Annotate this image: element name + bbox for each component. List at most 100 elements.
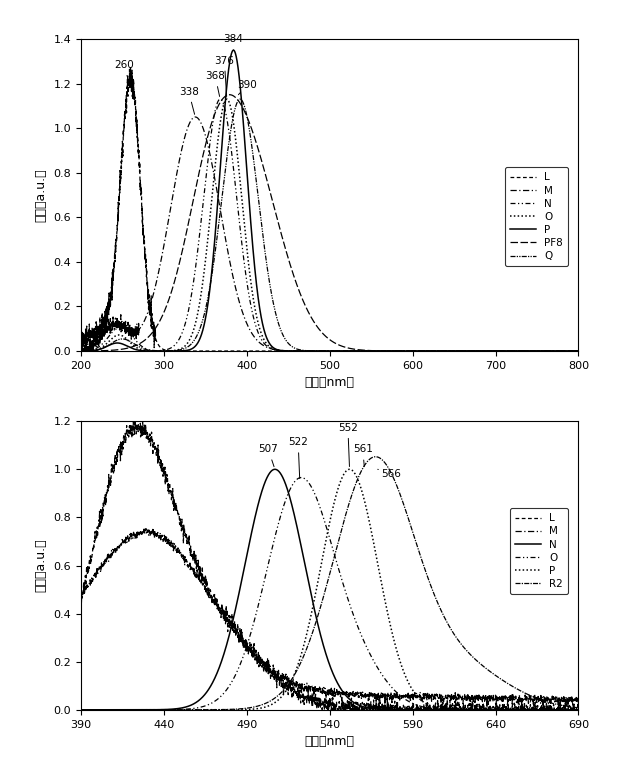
O bbox=[575, 346, 582, 356]
O bbox=[560, 705, 568, 714]
L bbox=[575, 346, 582, 356]
M bbox=[535, 346, 542, 356]
N bbox=[439, 346, 446, 356]
Q bbox=[575, 346, 582, 356]
M bbox=[561, 693, 569, 703]
Line: N: N bbox=[81, 99, 578, 351]
N bbox=[319, 640, 327, 649]
P bbox=[230, 45, 237, 55]
M bbox=[560, 346, 567, 356]
O bbox=[535, 346, 542, 356]
X-axis label: 波長（nm）: 波長（nm） bbox=[305, 735, 355, 748]
Y-axis label: 強度（a.u.）: 強度（a.u.） bbox=[35, 539, 48, 592]
Y-axis label: 強度（a.u.）: 強度（a.u.） bbox=[35, 168, 48, 222]
P bbox=[286, 346, 294, 356]
L bbox=[535, 346, 542, 356]
O bbox=[560, 705, 568, 714]
O bbox=[306, 480, 313, 489]
Line: P: P bbox=[81, 50, 578, 351]
N bbox=[469, 705, 476, 714]
P bbox=[439, 346, 446, 356]
M bbox=[77, 588, 85, 597]
L bbox=[131, 417, 139, 427]
O bbox=[286, 346, 294, 356]
Text: 561: 561 bbox=[353, 445, 373, 466]
N bbox=[575, 705, 582, 714]
P bbox=[77, 346, 85, 356]
L bbox=[470, 705, 477, 714]
M bbox=[469, 693, 476, 703]
Text: 507: 507 bbox=[258, 445, 278, 466]
PF8 bbox=[575, 346, 582, 356]
N bbox=[286, 346, 294, 356]
N bbox=[103, 705, 110, 714]
Legend: L, M, N, O, P, R2: L, M, N, O, P, R2 bbox=[510, 508, 569, 594]
P bbox=[575, 705, 582, 714]
Line: L: L bbox=[81, 66, 578, 351]
N bbox=[216, 94, 224, 104]
Text: 260: 260 bbox=[114, 60, 134, 85]
Text: 376: 376 bbox=[215, 55, 234, 97]
Text: 384: 384 bbox=[223, 34, 243, 50]
Line: R2: R2 bbox=[81, 457, 578, 710]
P bbox=[560, 705, 568, 714]
M bbox=[77, 346, 85, 356]
N bbox=[560, 346, 567, 356]
Line: M: M bbox=[81, 529, 578, 705]
O bbox=[77, 346, 85, 356]
L bbox=[77, 328, 85, 337]
P bbox=[313, 346, 321, 356]
M bbox=[575, 346, 582, 356]
M bbox=[575, 696, 582, 705]
PF8 bbox=[439, 346, 446, 356]
O bbox=[469, 705, 476, 714]
Line: O: O bbox=[81, 477, 578, 710]
O bbox=[575, 705, 582, 714]
O bbox=[439, 346, 446, 356]
R2 bbox=[372, 452, 379, 462]
O bbox=[313, 346, 321, 356]
PF8 bbox=[226, 90, 233, 99]
N bbox=[560, 705, 568, 714]
M bbox=[290, 346, 298, 356]
L bbox=[127, 62, 134, 71]
O bbox=[560, 346, 567, 356]
N bbox=[290, 346, 298, 356]
P bbox=[103, 705, 110, 714]
Q bbox=[313, 346, 321, 356]
R2 bbox=[306, 636, 313, 646]
PF8 bbox=[560, 346, 567, 356]
Q bbox=[560, 346, 567, 356]
R2 bbox=[575, 703, 582, 712]
P bbox=[560, 346, 567, 356]
X-axis label: 波長（nm）: 波長（nm） bbox=[305, 376, 355, 389]
Q bbox=[290, 343, 298, 353]
L bbox=[103, 494, 110, 503]
Line: N: N bbox=[81, 470, 578, 710]
Line: M: M bbox=[81, 117, 578, 351]
N bbox=[77, 346, 85, 356]
Text: 390: 390 bbox=[237, 80, 257, 94]
N bbox=[306, 584, 313, 594]
N bbox=[77, 705, 85, 714]
P bbox=[319, 551, 327, 561]
L bbox=[575, 698, 582, 707]
L bbox=[319, 697, 327, 706]
P bbox=[575, 346, 582, 356]
PF8 bbox=[290, 272, 298, 282]
N bbox=[313, 346, 321, 356]
PF8 bbox=[313, 322, 321, 332]
P bbox=[535, 346, 542, 356]
M bbox=[560, 697, 568, 707]
P bbox=[346, 465, 353, 474]
Q bbox=[535, 346, 542, 356]
R2 bbox=[77, 705, 85, 714]
M bbox=[286, 346, 294, 356]
R2 bbox=[319, 594, 327, 604]
PF8 bbox=[535, 346, 542, 356]
PF8 bbox=[77, 346, 85, 356]
L bbox=[560, 704, 568, 713]
Text: 338: 338 bbox=[179, 87, 198, 115]
M bbox=[103, 558, 110, 568]
L bbox=[560, 346, 567, 356]
